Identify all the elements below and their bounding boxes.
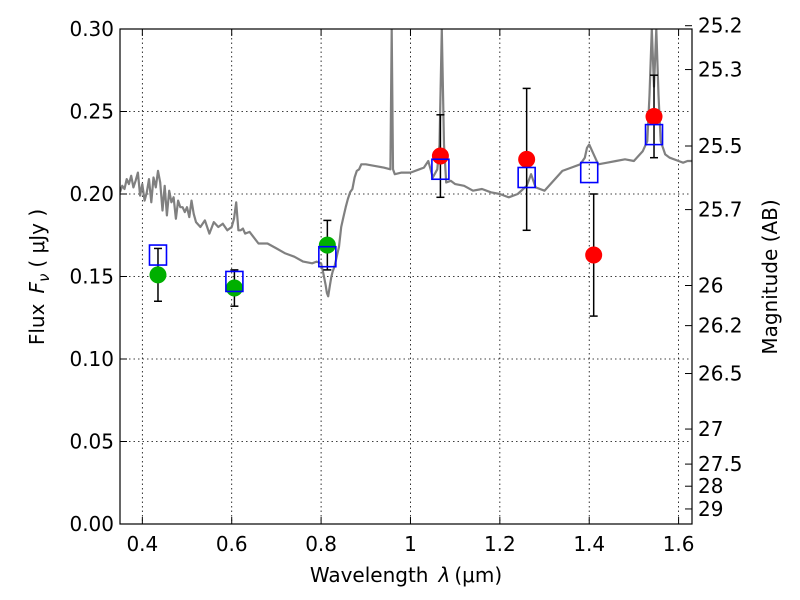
y-tick-label: 0.20 — [69, 182, 114, 206]
model-square-marker — [148, 244, 168, 266]
grid — [120, 29, 692, 524]
y-tick-label: 0.15 — [69, 265, 114, 289]
y2-tick-label: 27.5 — [698, 452, 743, 476]
y2-tick-label: 26.2 — [698, 314, 743, 338]
y2-axis-title: Magnitude (AB) — [758, 199, 782, 354]
y-tick-label: 0.00 — [69, 512, 114, 536]
x-tick-label: 0.8 — [305, 532, 337, 556]
y2-tick-label: 26 — [698, 274, 723, 298]
axis-ticks: 0.4 0.6 0.8 1 1.2 1.4 1.6 0.00 0.05 0.10 0.15 0.20 0… — [69, 14, 742, 556]
spectrum-line — [120, 29, 692, 298]
model-square-marker — [644, 123, 664, 146]
red-data-point — [645, 107, 663, 125]
y-tick-label: 0.25 — [69, 100, 114, 124]
model-square-marker — [517, 166, 536, 189]
y2-tick-label: 25.3 — [698, 58, 743, 82]
y2-tick-label: 29 — [698, 497, 723, 521]
y-axis-title: FluxFν( μJy ) — [25, 209, 53, 345]
y2-tick-label: 25.7 — [698, 198, 743, 222]
y-tick-label: 0.30 — [69, 17, 114, 41]
green-data-point — [225, 279, 243, 297]
x-tick-label: 1.6 — [663, 532, 695, 556]
x-axis-title: Wavelength λ (μm) — [310, 563, 502, 587]
green-data-point — [318, 236, 336, 254]
y-tick-label: 0.05 — [69, 430, 114, 454]
x-tick-label: 0.6 — [216, 532, 248, 556]
y2-tick-label: 28 — [698, 474, 723, 498]
red-data-point — [518, 150, 536, 168]
x-tick-label: 1.2 — [484, 532, 516, 556]
model-square-marker — [431, 158, 450, 181]
y-tick-label: 0.10 — [69, 347, 114, 371]
y2-tick-label: 25.5 — [698, 134, 743, 158]
y2-tick-label: 26.5 — [698, 362, 743, 386]
x-tick-label: 1 — [404, 532, 417, 556]
model-square-marker — [225, 270, 244, 293]
x-tick-label: 1.4 — [573, 532, 605, 556]
model-square-marker — [579, 161, 599, 184]
red-data-point — [585, 246, 603, 264]
model-square-marker — [318, 245, 337, 268]
x-tick-label: 0.4 — [126, 532, 158, 556]
red-data-point — [431, 147, 449, 165]
green-data-point — [149, 266, 167, 284]
data-points — [148, 74, 664, 317]
model-spectrum — [120, 29, 692, 298]
y2-tick-label: 27 — [698, 417, 723, 441]
y2-tick-label: 25.2 — [698, 14, 743, 38]
